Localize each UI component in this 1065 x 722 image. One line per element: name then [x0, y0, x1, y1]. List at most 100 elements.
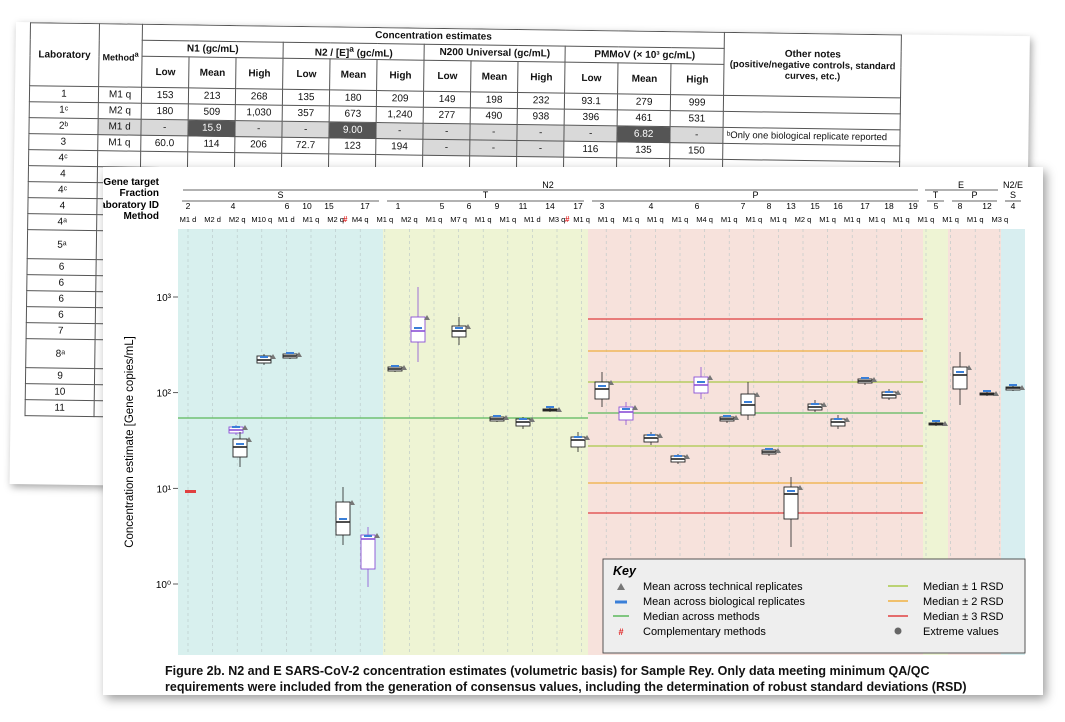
table-cell: 150	[669, 142, 724, 160]
table-cell: 1ᶜ	[29, 102, 99, 119]
table-cell: -	[141, 119, 189, 137]
gene-target-label: E	[958, 180, 964, 190]
table-cell: 531	[670, 110, 724, 128]
tech-mean-triangle	[966, 365, 972, 370]
method-label: M2 q	[229, 215, 246, 224]
legend-label: Complementary methods	[643, 626, 766, 638]
table-cell: 9.00	[329, 122, 377, 139]
y-tick-label: 10²	[157, 389, 172, 400]
sub-header-high: High	[517, 61, 566, 94]
table-cell: M1 d	[97, 118, 142, 136]
table-cell: 1,030	[235, 104, 283, 122]
fraction-band	[383, 229, 588, 655]
caption-line-2: requirements were included from the gene…	[165, 680, 967, 694]
lab-id-label: 19	[908, 201, 918, 211]
tech-mean-triangle	[657, 433, 663, 438]
tech-mean-triangle	[844, 417, 850, 422]
table-cell: 93.1	[564, 93, 618, 111]
lab-id-label: 5	[934, 201, 939, 211]
legend-label: Extreme values	[923, 626, 999, 638]
tech-mean-triangle	[465, 324, 471, 329]
method-label: M2 q	[327, 215, 344, 224]
tech-mean-triangle	[942, 421, 948, 426]
legend-triangle-icon	[617, 583, 625, 590]
method-label: M1 q	[893, 215, 910, 224]
legend-label: Median ± 1 RSD	[923, 581, 1004, 593]
table-cell: 999	[670, 94, 724, 112]
lab-id-label: 17	[860, 201, 870, 211]
box	[783, 486, 799, 520]
table-cell: 6	[26, 291, 96, 308]
sub-header-low: Low	[282, 58, 331, 91]
lab-id-label: 17	[573, 201, 583, 211]
complementary-marker: #	[343, 215, 348, 224]
table-cell: 180	[329, 90, 377, 107]
table-cell: 206	[234, 136, 283, 154]
lab-id-label: 10	[302, 201, 312, 211]
y-axis-label: Concentration estimate [Gene copies/mL]	[124, 336, 136, 548]
method-label: M1 q	[647, 215, 664, 224]
box	[594, 381, 610, 400]
method-label: M1 q	[622, 215, 639, 224]
table-cell: 1	[29, 86, 99, 103]
table-cell: 4	[27, 198, 98, 215]
table-cell: -	[470, 124, 518, 141]
table-cell: 180	[141, 103, 189, 121]
tech-mean-triangle	[733, 415, 739, 420]
method-label: M3 q	[549, 215, 566, 224]
table-cell: -	[235, 120, 283, 138]
tech-mean-triangle	[797, 485, 803, 490]
fraction-label: T	[933, 190, 939, 200]
y-tick-label: 10³	[157, 293, 172, 304]
complementary-bar	[185, 490, 196, 493]
tech-mean-triangle	[775, 448, 781, 453]
table-cell	[97, 150, 141, 168]
table-cell: -	[564, 125, 618, 143]
table-cell	[140, 151, 188, 169]
method-label: M2 d	[204, 215, 221, 224]
table-cell: -	[422, 139, 471, 157]
legend-hash-icon: #	[618, 627, 623, 637]
table-cell: M1 q	[98, 86, 142, 104]
sub-header-high: High	[670, 63, 725, 96]
table-cell: 149	[423, 91, 471, 109]
method-label: M2 q	[795, 215, 812, 224]
legend-grey-dot-icon	[894, 627, 902, 635]
lab-id-label: 4	[1011, 201, 1016, 211]
box	[570, 436, 586, 448]
table-cell: 198	[470, 92, 518, 109]
other-notes-header: Other notes (positive/negative controls,…	[723, 32, 902, 99]
method-label: M1 q	[721, 215, 738, 224]
table-cell: -	[517, 124, 565, 142]
lab-id-label: 4	[649, 201, 654, 211]
method-label: M1 q	[475, 215, 492, 224]
method-label: M1 q	[819, 215, 836, 224]
method-label: M7 q	[450, 215, 467, 224]
lab-id-label: 16	[833, 201, 843, 211]
lab-id-label: 18	[884, 201, 894, 211]
method-label: M1 q	[967, 215, 984, 224]
method-label: M1 q	[745, 215, 762, 224]
sub-header-high: High	[376, 59, 425, 92]
table-cell: 396	[564, 109, 618, 127]
method-label: M1 q	[499, 215, 516, 224]
method-label: M1 q	[598, 215, 615, 224]
table-cell: 277	[423, 107, 471, 125]
tech-mean-triangle	[871, 377, 877, 382]
tech-mean-triangle	[821, 402, 827, 407]
tech-mean-triangle	[270, 354, 276, 359]
row-label: Laboratory ID	[103, 200, 159, 211]
box	[952, 366, 968, 390]
table-cell: -	[282, 121, 330, 139]
table-cell: 135	[616, 142, 671, 159]
table-cell: 2ᵇ	[28, 118, 99, 135]
method-label: M4 q	[696, 215, 713, 224]
table-cell: 114	[187, 136, 236, 153]
sub-header-mean: Mean	[617, 63, 672, 95]
tech-mean-triangle	[707, 375, 713, 380]
tech-mean-triangle	[503, 415, 509, 420]
table-cell: 490	[470, 108, 518, 125]
table-cell: 72.7	[281, 137, 330, 155]
box	[410, 316, 426, 343]
